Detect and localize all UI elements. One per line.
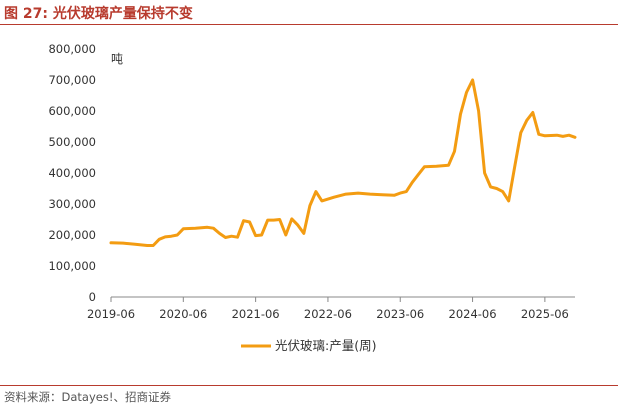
- footer-divider: [0, 385, 618, 386]
- y-tick-label: 800,000: [48, 42, 96, 56]
- x-axis-ticks: 2019-06 2020-06 2021-06 2022-06 2023-06 2024-…: [87, 297, 569, 321]
- x-tick-label: 2024-06: [449, 307, 497, 321]
- x-tick-label: 2025-06: [521, 307, 569, 321]
- x-tick-label: 2023-06: [376, 307, 424, 321]
- chart-area: 吨 800,000 700,000 600,000 500,000 400,000 300…: [48, 42, 577, 353]
- x-tick-label: 2021-06: [232, 307, 280, 321]
- y-tick-label: 300,000: [48, 197, 96, 211]
- legend: 光伏玻璃:产量(周): [241, 338, 376, 353]
- y-tick-label: 400,000: [48, 166, 96, 180]
- y-tick-label: 500,000: [48, 135, 96, 149]
- y-tick-label: 200,000: [48, 228, 96, 242]
- y-tick-label: 100,000: [48, 259, 96, 273]
- source-note: 资料来源：Datayes!、招商证券: [4, 390, 171, 404]
- x-tick-label: 2020-06: [159, 307, 207, 321]
- y-tick-label: 600,000: [48, 104, 96, 118]
- y-tick-label: 0: [89, 290, 96, 304]
- y-unit-label: 吨: [111, 52, 123, 66]
- title-divider: [0, 24, 618, 25]
- series-line-production: [109, 78, 577, 247]
- y-axis-ticks: 800,000 700,000 600,000 500,000 400,000 300,0…: [48, 42, 96, 304]
- figure-title: 图 27: 光伏玻璃产量保持不变: [4, 6, 193, 22]
- legend-label: 光伏玻璃:产量(周): [275, 338, 376, 353]
- y-tick-label: 700,000: [48, 73, 96, 87]
- x-tick-label: 2022-06: [304, 307, 352, 321]
- x-tick-label: 2019-06: [87, 307, 135, 321]
